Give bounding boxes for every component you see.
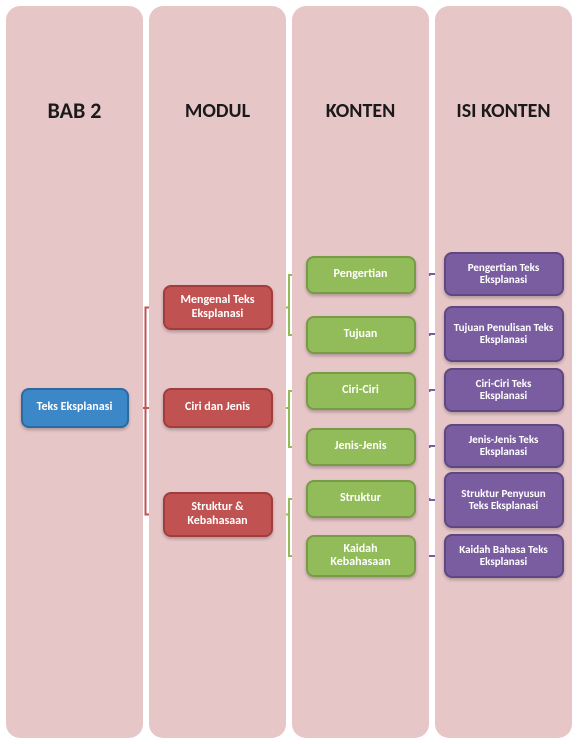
node-k1: Pengertian bbox=[306, 256, 416, 294]
column-c1: MODUL bbox=[149, 6, 286, 738]
node-m1: Mengenal Teks Eksplanasi bbox=[163, 285, 273, 330]
node-k5: Struktur bbox=[306, 480, 416, 518]
node-i1: Pengertian Teks Eksplanasi bbox=[444, 252, 564, 296]
node-i6: Kaidah Bahasa Teks Eksplanasi bbox=[444, 534, 564, 578]
node-root: Teks Eksplanasi bbox=[21, 388, 129, 428]
column-header-c2: KONTEN bbox=[292, 6, 429, 216]
node-i4: Jenis-Jenis Teks Eksplanasi bbox=[444, 424, 564, 468]
node-m2: Ciri dan Jenis bbox=[163, 388, 273, 428]
node-k4: Jenis-Jenis bbox=[306, 428, 416, 466]
node-k3: Ciri-Ciri bbox=[306, 372, 416, 410]
node-m3: Struktur & Kebahasaan bbox=[163, 492, 273, 537]
node-i2: Tujuan Penulisan Teks Eksplanasi bbox=[444, 306, 564, 362]
column-header-c0: BAB 2 bbox=[6, 6, 143, 216]
node-i3: Ciri-Ciri Teks Eksplanasi bbox=[444, 368, 564, 412]
column-header-c1: MODUL bbox=[149, 6, 286, 216]
node-i5: Struktur Penyusun Teks Eksplanasi bbox=[444, 472, 564, 528]
node-k6: Kaidah Kebahasaan bbox=[306, 535, 416, 577]
column-c0: BAB 2 bbox=[6, 6, 143, 738]
node-k2: Tujuan bbox=[306, 316, 416, 354]
column-header-c3: ISI KONTEN bbox=[435, 6, 572, 216]
